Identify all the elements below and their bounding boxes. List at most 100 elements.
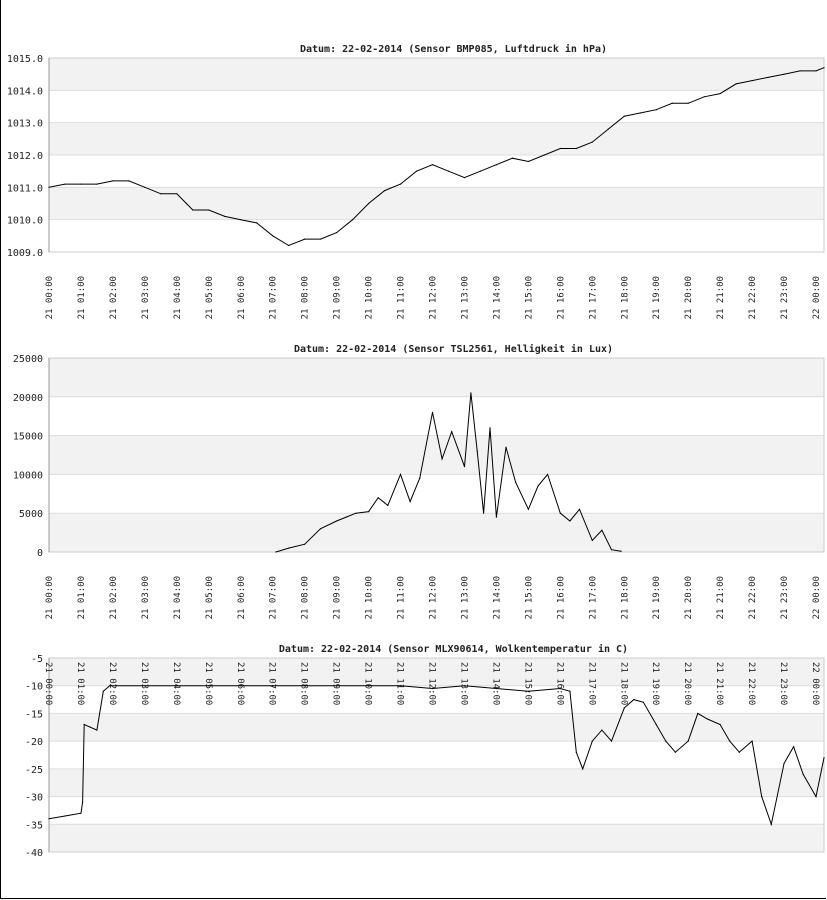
chart-2: 25000 20000 15000 10000 5000 0 Datum: 22-02-20… <box>13 343 825 619</box>
y-tick-label: 20000 <box>13 393 43 404</box>
data-point <box>240 219 242 221</box>
x-tick-label: 21 02:00 <box>107 662 117 705</box>
data-point <box>176 193 178 195</box>
data-point <box>527 690 529 692</box>
x-tick-label: 21 22:00 <box>748 276 758 319</box>
data-point <box>559 147 561 150</box>
data-point <box>591 740 593 742</box>
x-tick-label: 21 00:00 <box>45 576 55 619</box>
data-point <box>441 458 443 460</box>
chart-title: Datum: 22-02-2014 (Sensor TSL2561, Helli… <box>294 343 613 355</box>
x-tick-label: 21 01:00 <box>77 276 87 319</box>
data-point <box>288 244 290 247</box>
x-tick-label: 21 17:00 <box>586 662 596 705</box>
x-tick-label: 21 16:00 <box>556 576 566 619</box>
data-point <box>304 238 306 240</box>
data-point <box>543 154 545 156</box>
y-tick-label: -20 <box>25 737 43 748</box>
data-point <box>447 170 450 172</box>
x-tick-label: 21 15:00 <box>524 576 534 619</box>
data-point <box>671 102 673 104</box>
x-tick-label: 22 00:00 <box>812 576 822 619</box>
x-tick-label: 21 23:00 <box>780 276 790 319</box>
data-point <box>431 164 434 166</box>
x-tick-label: 21 11:00 <box>397 276 407 319</box>
x-tick-label: 21 05:00 <box>205 276 215 319</box>
y-tick-label: -15 <box>25 709 43 720</box>
y-tick-label: 1010.0 <box>7 216 43 227</box>
data-point <box>377 497 379 499</box>
data-point <box>674 751 676 753</box>
x-tick-label: 21 21:00 <box>716 276 726 319</box>
x-tick-label: 21 05:00 <box>203 662 213 705</box>
y-tick-label: 1009.0 <box>7 248 43 259</box>
y-tick-label: 1015.0 <box>7 54 43 65</box>
data-point <box>823 67 825 69</box>
x-tick-label: 21 20:00 <box>682 662 692 705</box>
data-point <box>495 687 498 690</box>
x-tick-label: 21 06:00 <box>237 276 247 319</box>
data-point <box>304 685 306 687</box>
x-tick-label: 21 13:00 <box>460 276 470 319</box>
data-point <box>272 235 274 237</box>
series-line <box>48 685 825 827</box>
data-point <box>575 147 577 150</box>
data-point <box>102 690 104 692</box>
y-tick-label: -5 <box>31 654 43 665</box>
x-tick-label: 21 07:00 <box>269 576 279 619</box>
data-point <box>192 209 194 211</box>
x-tick-label: 21 19:00 <box>650 662 660 705</box>
x-tick-label: 21 22:00 <box>746 662 756 705</box>
series-line <box>275 392 622 553</box>
x-tick-label: 21 00:00 <box>43 662 53 705</box>
data-point <box>419 477 421 479</box>
x-tick-label: 21 02:00 <box>109 276 119 319</box>
data-point <box>610 549 613 551</box>
grid-band <box>49 768 824 797</box>
x-tick-label: 21 14:00 <box>490 662 500 705</box>
data-point <box>823 757 825 759</box>
data-point <box>601 729 603 731</box>
data-point <box>505 446 507 448</box>
data-point <box>399 685 402 687</box>
y-tick-label: 5000 <box>19 509 43 520</box>
data-point <box>48 186 50 188</box>
data-point <box>815 795 817 798</box>
data-point <box>537 485 539 487</box>
data-point <box>770 823 772 825</box>
x-tick-label: 21 12:00 <box>429 276 439 319</box>
data-point <box>703 96 705 98</box>
x-tick-label: 21 12:00 <box>427 662 437 705</box>
data-point <box>665 740 667 742</box>
x-tick-label: 21 09:00 <box>333 576 343 619</box>
data-point <box>751 80 753 82</box>
data-point <box>802 773 804 776</box>
data-point <box>463 685 466 687</box>
grid-band <box>49 358 824 397</box>
x-tick-label: 21 16:00 <box>556 276 566 319</box>
data-point <box>352 219 354 221</box>
data-point <box>546 473 549 475</box>
data-point <box>399 183 402 185</box>
x-tick-label: 21 09:00 <box>333 276 343 319</box>
x-tick-label: 21 09:00 <box>331 662 341 705</box>
data-point <box>633 698 635 701</box>
data-point <box>799 70 801 72</box>
data-point <box>399 473 402 475</box>
x-tick-label: 21 18:00 <box>618 662 628 705</box>
data-point <box>208 685 210 687</box>
x-tick-label: 21 10:00 <box>363 662 373 705</box>
data-point <box>607 128 609 130</box>
data-point <box>687 102 689 104</box>
data-point <box>176 685 178 687</box>
data-point <box>569 520 571 522</box>
data-point <box>655 723 657 726</box>
data-point <box>578 508 581 510</box>
y-tick-label: -35 <box>25 820 43 831</box>
data-point <box>256 222 258 224</box>
data-point <box>735 83 737 85</box>
data-point <box>815 70 817 72</box>
x-tick-label: 21 17:00 <box>588 576 598 619</box>
data-point <box>89 726 92 728</box>
data-point <box>367 511 370 513</box>
